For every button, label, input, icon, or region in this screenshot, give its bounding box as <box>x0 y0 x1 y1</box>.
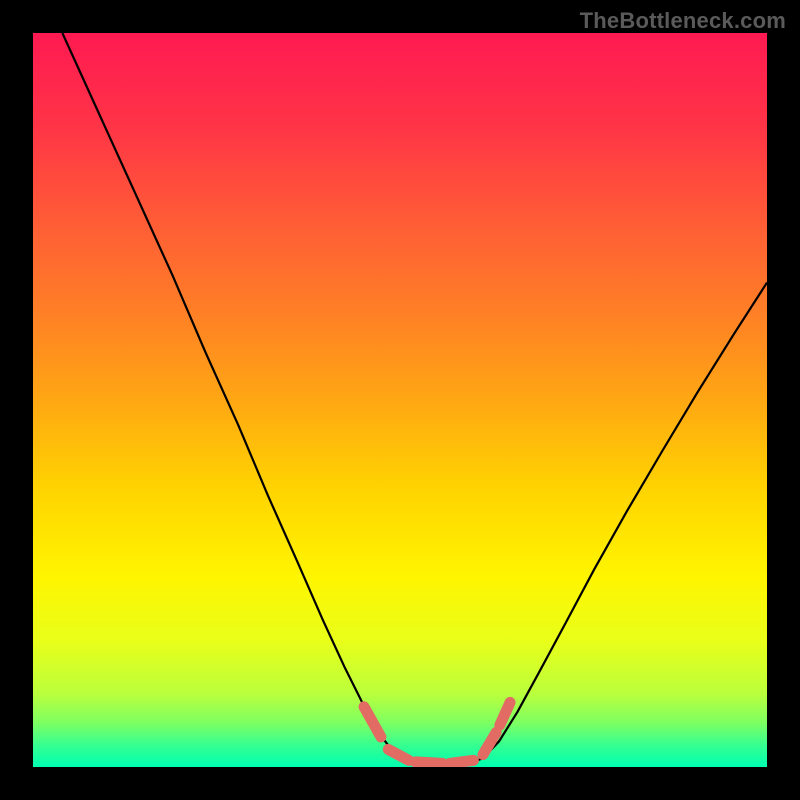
stage: TheBottleneck.com <box>0 0 800 800</box>
watermark-text: TheBottleneck.com <box>580 8 786 34</box>
bottleneck-chart <box>0 0 800 800</box>
chart-background <box>33 33 767 767</box>
